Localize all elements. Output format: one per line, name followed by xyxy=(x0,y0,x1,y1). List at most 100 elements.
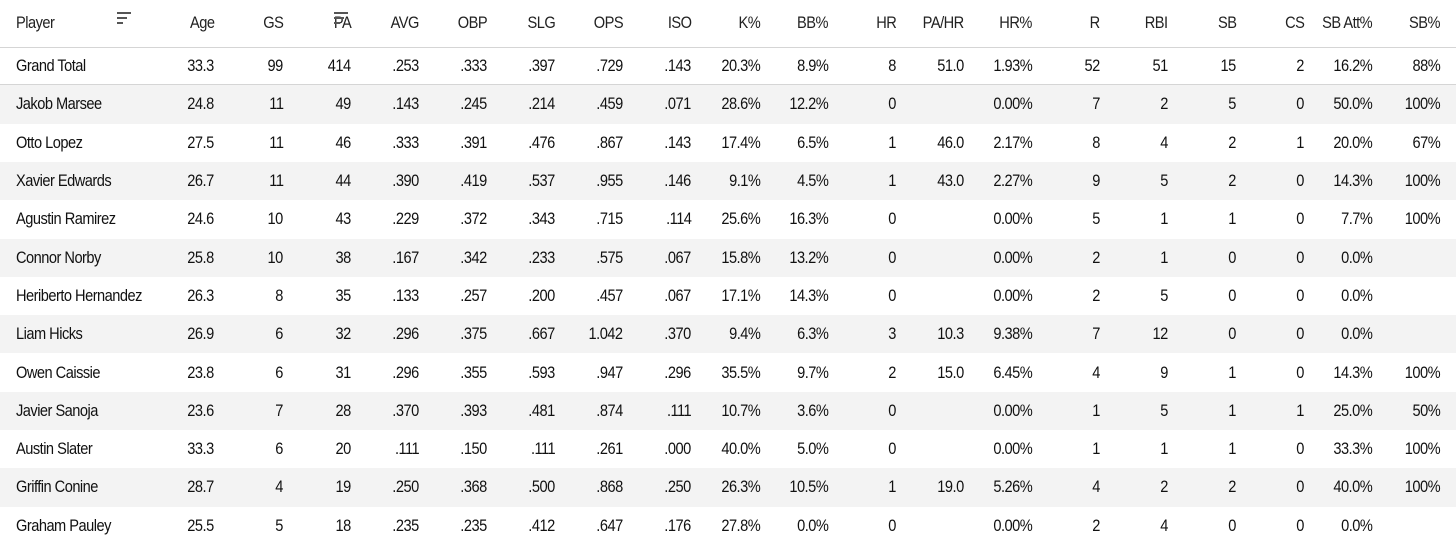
cell-gs: 6 xyxy=(275,439,283,459)
cell-sb: 2 xyxy=(1228,477,1236,497)
cell-r: 1 xyxy=(1092,439,1100,459)
cell-sb: 0 xyxy=(1228,285,1236,305)
column-header-sb-pct[interactable]: SB% xyxy=(1409,13,1440,32)
column-header-k-pct[interactable]: K% xyxy=(738,13,760,32)
column-header-player[interactable]: Player xyxy=(16,13,55,32)
cell-sb-att-pct: 0.0% xyxy=(1340,285,1373,305)
grand-total-row: Grand Total 33.3 99 414 .253 .333 .397 .729 .143… xyxy=(0,47,1456,86)
cell-age: 24.6 xyxy=(187,209,215,229)
cell-bb-pct: 12.2% xyxy=(789,94,828,114)
cell-avg: .143 xyxy=(392,94,420,114)
cell-pa-per-hr: 15.0 xyxy=(937,362,965,382)
cell-bb-pct: 16.3% xyxy=(789,209,828,229)
cell-r: 1 xyxy=(1092,400,1100,420)
column-header-r[interactable]: R xyxy=(1089,13,1101,32)
cell-pa-per-hr: 46.0 xyxy=(937,132,965,152)
column-header-bb-pct[interactable]: BB% xyxy=(797,13,828,32)
column-header-rbi[interactable]: RBI xyxy=(1145,13,1168,32)
cell-age: 25.8 xyxy=(187,247,215,267)
cell-hr: 3 xyxy=(888,324,896,344)
player-name-cell: Otto Lopez xyxy=(16,132,83,152)
cell-gs: 99 xyxy=(267,56,284,76)
cell-ops: .867 xyxy=(596,132,624,152)
sort-descending-icon[interactable] xyxy=(334,12,350,28)
cell-pa: 44 xyxy=(335,171,352,191)
cell-k-pct: 25.6% xyxy=(721,209,760,229)
cell-sb-pct: 50% xyxy=(1412,400,1440,420)
table-row: Agustin Ramirez 24.6 10 43.229.372.343.715.… xyxy=(0,200,1456,238)
cell-hr-pct: 0.00% xyxy=(993,94,1032,114)
cell-iso: .146 xyxy=(664,171,692,191)
column-header-sb-att-pct[interactable]: SB Att% xyxy=(1321,13,1373,32)
cell-obp: .372 xyxy=(460,209,488,229)
cell-avg: .235 xyxy=(392,515,420,535)
cell-iso: .067 xyxy=(664,285,692,305)
column-header-hr[interactable]: HR xyxy=(875,13,897,32)
table-row: Xavier Edwards 26.7 11 44 .390 .419 .537 .955 .1… xyxy=(0,161,1456,201)
sort-descending-icon[interactable] xyxy=(117,12,133,28)
column-header-age[interactable]: Age xyxy=(189,13,215,32)
column-header-sb[interactable]: SB xyxy=(1217,13,1237,32)
cell-avg: .333 xyxy=(392,132,420,152)
cell-pa: 35 xyxy=(335,285,352,305)
cell-gs: 7 xyxy=(275,400,283,420)
column-header-cs[interactable]: CS xyxy=(1284,13,1305,32)
cell-gs: 5 xyxy=(275,515,283,535)
column-header-avg[interactable]: AVG xyxy=(390,13,420,32)
cell-avg: .167 xyxy=(392,247,420,267)
cell-k-pct: 20.3% xyxy=(721,56,760,76)
cell-slg: .476 xyxy=(528,132,556,152)
cell-age: 25.5 xyxy=(187,515,215,535)
column-header-obp[interactable]: OBP xyxy=(457,13,488,32)
cell-r: 5 xyxy=(1092,209,1100,229)
cell-pa-per-hr: 51.0 xyxy=(937,56,965,76)
cell-sb: 2 xyxy=(1228,171,1236,191)
cell-iso: .071 xyxy=(664,94,692,114)
cell-rbi: 5 xyxy=(1160,285,1168,305)
cell-sb-att-pct: 0.0% xyxy=(1340,515,1373,535)
cell-cs: 1 xyxy=(1296,132,1304,152)
cell-sb-att-pct: 0.0% xyxy=(1340,324,1373,344)
cell-sb-att-pct: 16.2% xyxy=(1333,56,1372,76)
player-name-cell: Grand Total xyxy=(16,56,86,76)
cell-pa: 19 xyxy=(335,477,352,497)
cell-hr-pct: 2.17% xyxy=(993,132,1032,152)
cell-bb-pct: 4.5% xyxy=(796,171,829,191)
cell-sb-att-pct: 20.0% xyxy=(1333,132,1372,152)
cell-bb-pct: 14.3% xyxy=(789,285,828,305)
cell-iso: .296 xyxy=(664,362,692,382)
cell-rbi: 5 xyxy=(1160,171,1168,191)
cell-ops: .261 xyxy=(596,439,624,459)
column-header-gs[interactable]: GS xyxy=(262,13,284,32)
cell-cs: 0 xyxy=(1296,515,1304,535)
table-row: Javier Sanoja 23.6 7 28 .370 .393 .481 .874 .111… xyxy=(0,391,1456,430)
cell-obp: .150 xyxy=(460,439,488,459)
cell-hr-pct: 0.00% xyxy=(993,515,1032,535)
cell-sb-att-pct: 14.3% xyxy=(1333,362,1372,382)
cell-slg: .667 xyxy=(528,324,556,344)
cell-k-pct: 35.5% xyxy=(721,362,760,382)
cell-cs: 0 xyxy=(1296,324,1304,344)
cell-sb: 1 xyxy=(1228,209,1236,229)
column-header-iso[interactable]: ISO xyxy=(667,13,691,32)
cell-avg: .296 xyxy=(392,324,420,344)
cell-hr-pct: 0.00% xyxy=(993,285,1032,305)
player-name-cell: Agustin Ramirez xyxy=(16,209,116,229)
cell-avg: .111 xyxy=(394,439,420,459)
player-name-cell: Connor Norby xyxy=(16,247,101,267)
cell-hr-pct: 0.00% xyxy=(993,400,1032,420)
cell-r: 4 xyxy=(1092,477,1100,497)
cell-hr: 0 xyxy=(888,209,896,229)
column-header-ops[interactable]: OPS xyxy=(593,13,624,32)
player-name-cell: Javier Sanoja xyxy=(16,400,98,420)
column-header-slg[interactable]: SLG xyxy=(527,13,555,32)
cell-hr: 0 xyxy=(888,285,896,305)
cell-cs: 0 xyxy=(1296,94,1304,114)
cell-sb-pct: 100% xyxy=(1404,362,1441,382)
cell-sb-pct: 100% xyxy=(1404,209,1441,229)
cell-sb-att-pct: 0.0% xyxy=(1340,247,1373,267)
column-header-pa-per-hr[interactable]: PA/HR xyxy=(922,13,965,32)
cell-obp: .257 xyxy=(460,285,488,305)
column-header-hr-pct[interactable]: HR% xyxy=(999,13,1032,32)
cell-avg: .253 xyxy=(392,56,420,76)
